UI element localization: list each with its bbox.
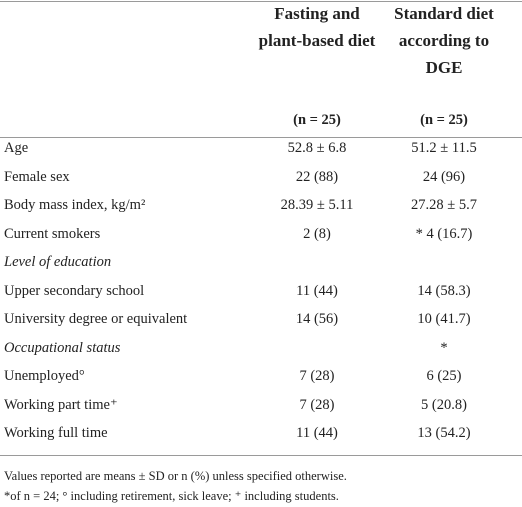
cell: 11 (44)	[296, 425, 338, 441]
footnote: *of n = 24; ° including retirement, sick…	[4, 489, 339, 503]
cell: 2 (8)	[303, 225, 331, 242]
n-label: (n = 25)	[420, 112, 468, 128]
column-header: Fasting and plant-based diet	[258, 4, 376, 50]
cell: 5 (20.8)	[421, 396, 467, 413]
cell: 14 (58.3)	[417, 282, 471, 299]
cell: 7 (28)	[299, 368, 335, 384]
row-label: Age	[4, 140, 29, 156]
cell: 27.28 ± 5.7	[411, 197, 477, 213]
cell: * 4 (16.7)	[415, 225, 473, 242]
cell: 28.39 ± 5.11	[280, 197, 354, 213]
cell: 6 (25)	[426, 368, 462, 384]
cell: 14 (56)	[295, 311, 339, 327]
cell: 7 (28)	[299, 396, 335, 413]
rule	[0, 1, 522, 2]
row-label: University degree or equivalent	[4, 311, 188, 327]
cell: 22 (88)	[295, 168, 339, 185]
rule	[0, 455, 522, 456]
cell: 51.2 ± 11.5	[411, 140, 477, 156]
row-label: Working part time⁺	[4, 396, 118, 413]
cell: 52.8 ± 6.8	[287, 140, 347, 156]
n-label: (n = 25)	[293, 112, 341, 128]
cell: *	[440, 339, 448, 356]
row-label: Current smokers	[4, 225, 101, 242]
column-header: Standard diet according to DGE	[394, 4, 494, 77]
row-label: Occupational status	[4, 339, 121, 356]
row-label: Body mass index, kg/m²	[4, 197, 146, 213]
row-label: Upper secondary school	[4, 282, 145, 299]
row-label: Level of education	[4, 254, 112, 270]
rule	[0, 137, 522, 138]
cell: 13 (54.2)	[417, 425, 471, 441]
row-label: Female sex	[4, 168, 70, 185]
cell: 24 (96)	[422, 168, 466, 185]
cell: 11 (44)	[296, 282, 338, 299]
cell: 10 (41.7)	[417, 311, 471, 327]
row-label: Working full time	[4, 425, 108, 441]
footnote: Values reported are means ± SD or n (%) …	[4, 469, 347, 483]
row-label: Unemployed°	[4, 368, 85, 384]
